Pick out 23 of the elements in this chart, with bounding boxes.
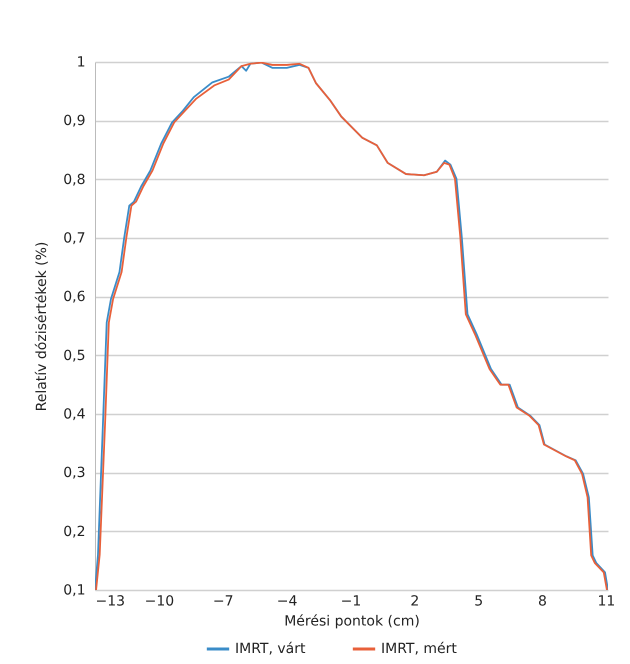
y-tick-label: 0,4 — [63, 406, 86, 422]
y-tick-label: 0,5 — [63, 348, 86, 364]
y-axis-title: Relatív dózisértékek (%) — [34, 242, 50, 412]
legend-label: IMRT, mért — [381, 641, 458, 657]
legend-label: IMRT, várt — [235, 641, 306, 657]
x-tick-label: −13 — [96, 594, 126, 610]
x-tick-label: −10 — [144, 594, 174, 610]
y-tick-label: 0,7 — [63, 230, 86, 246]
y-tick-label: 0,8 — [63, 172, 86, 188]
y-tick-label: 0,1 — [63, 582, 86, 598]
x-tick-label: 5 — [474, 594, 484, 610]
x-tick-label: 8 — [538, 594, 547, 610]
x-tick-label: 11 — [597, 594, 616, 610]
x-tick-label: −1 — [340, 594, 362, 610]
y-tick-label: 0,2 — [63, 524, 86, 540]
y-tick-label: 0,3 — [63, 465, 86, 482]
x-axis-title: Mérési pontok (cm) — [284, 614, 420, 630]
y-tick-label: 0,9 — [63, 113, 86, 130]
x-tick-label: 2 — [410, 594, 420, 610]
x-tick-label: −7 — [212, 594, 234, 610]
y-tick-label: 0,6 — [63, 289, 86, 306]
x-tick-label: −4 — [276, 594, 298, 610]
y-tick-label: 1 — [76, 54, 86, 70]
